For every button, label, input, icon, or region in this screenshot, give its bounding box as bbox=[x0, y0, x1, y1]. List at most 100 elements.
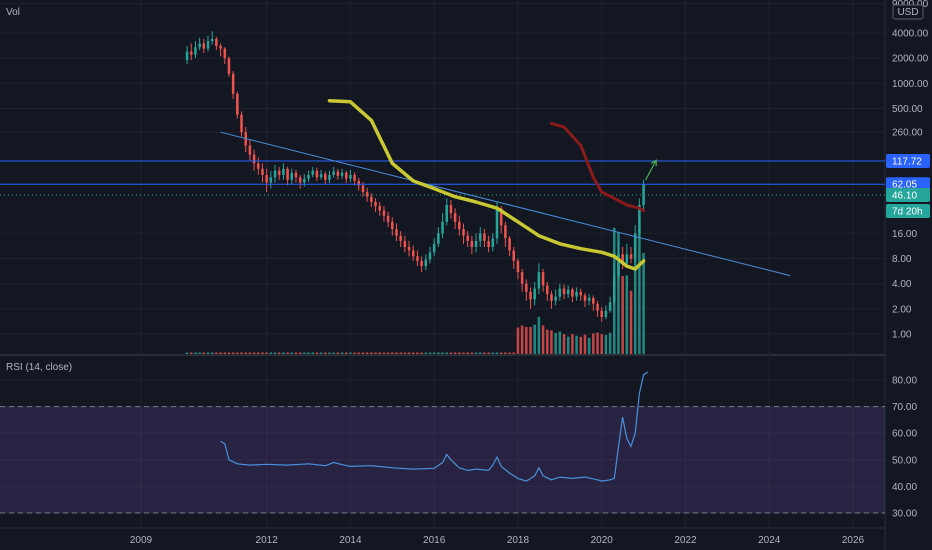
volume-bar bbox=[428, 352, 432, 354]
volume-bar bbox=[575, 335, 578, 354]
candle-body bbox=[462, 229, 465, 236]
currency-badge[interactable]: USD bbox=[892, 4, 924, 20]
candle-body bbox=[411, 250, 415, 257]
projection-arrow[interactable] bbox=[645, 159, 657, 181]
candle bbox=[491, 233, 495, 252]
volume-bar bbox=[319, 352, 323, 354]
candle-body bbox=[533, 288, 536, 300]
candle bbox=[520, 268, 524, 292]
candle-body bbox=[537, 272, 541, 289]
candle bbox=[252, 149, 256, 171]
candle bbox=[583, 292, 587, 308]
volume-bar bbox=[391, 352, 394, 354]
candle-body bbox=[487, 240, 490, 247]
price-tag-label: 62.05 bbox=[892, 180, 917, 191]
x-tick-label: 2012 bbox=[256, 535, 279, 546]
candle bbox=[353, 172, 356, 186]
volume-bar bbox=[332, 352, 335, 354]
y-tick-label: 4000.00 bbox=[892, 29, 929, 40]
candle bbox=[215, 36, 218, 51]
price-tag-bg bbox=[886, 177, 930, 192]
moving-average-red[interactable] bbox=[549, 122, 646, 213]
volume-bar bbox=[491, 352, 495, 354]
candle bbox=[303, 174, 306, 187]
candle-body bbox=[185, 51, 189, 61]
candle bbox=[261, 163, 264, 183]
rsi-indicator-label[interactable]: RSI (14, close) bbox=[6, 362, 72, 373]
rsi-line bbox=[220, 371, 649, 482]
rsi-tick-label: 70.00 bbox=[892, 402, 917, 413]
candle bbox=[370, 193, 373, 208]
x-tick-label: 2016 bbox=[423, 535, 446, 546]
trendline[interactable] bbox=[220, 131, 791, 277]
candle bbox=[432, 238, 436, 257]
candle-body bbox=[210, 38, 214, 42]
volume-bar bbox=[344, 352, 348, 354]
y-tick-label: 16.00 bbox=[892, 229, 917, 240]
candle bbox=[349, 169, 352, 182]
candle bbox=[600, 307, 603, 322]
candle bbox=[248, 139, 252, 161]
volume-bar bbox=[240, 352, 243, 354]
candle-body bbox=[311, 170, 314, 175]
volume-bar bbox=[441, 352, 444, 354]
candle bbox=[328, 170, 331, 184]
volume-bar bbox=[508, 352, 511, 354]
moving-average-yellow[interactable] bbox=[327, 98, 646, 271]
volume-bar bbox=[273, 352, 277, 354]
candle-body bbox=[587, 297, 591, 301]
candle-body bbox=[546, 285, 549, 295]
volume-bar bbox=[407, 352, 411, 354]
volume-bar bbox=[638, 229, 641, 354]
volume-bar bbox=[541, 325, 545, 354]
volume-bar bbox=[583, 334, 587, 354]
rsi-tick-label: 30.00 bbox=[892, 509, 917, 520]
candle bbox=[269, 170, 273, 189]
volume-bar bbox=[416, 352, 419, 354]
volume-bar bbox=[642, 253, 645, 354]
volume-bar bbox=[374, 352, 377, 354]
volume-indicator-label[interactable]: Vol bbox=[6, 7, 20, 18]
candle-body bbox=[391, 221, 394, 230]
candle-body bbox=[466, 235, 469, 241]
candle bbox=[311, 166, 314, 178]
price-tag: 46.10 bbox=[886, 187, 930, 202]
rsi-line-path[interactable] bbox=[220, 371, 649, 482]
candle-body bbox=[290, 172, 294, 180]
volume-bar bbox=[227, 352, 231, 354]
projection-arrow-head bbox=[650, 159, 657, 167]
volume-bar bbox=[520, 325, 524, 354]
volume-bar bbox=[185, 352, 189, 354]
candle bbox=[470, 235, 474, 255]
candle bbox=[386, 211, 390, 228]
candle-body bbox=[344, 172, 348, 179]
candle-body bbox=[520, 272, 524, 284]
candle-body bbox=[583, 295, 587, 301]
volume-bar bbox=[592, 333, 595, 354]
volume-bar bbox=[265, 352, 268, 354]
y-tick-label: 1.00 bbox=[892, 330, 912, 341]
candle bbox=[529, 287, 532, 309]
candle bbox=[621, 246, 624, 269]
volume-bar bbox=[487, 352, 490, 354]
candle-body bbox=[541, 272, 545, 286]
candle bbox=[382, 206, 386, 222]
volume-bar bbox=[399, 352, 402, 354]
candle-body bbox=[592, 297, 595, 304]
candle bbox=[307, 170, 310, 182]
candle-body bbox=[277, 170, 281, 175]
candle-body bbox=[261, 168, 264, 175]
volume-bar bbox=[571, 334, 574, 354]
candle-body bbox=[231, 73, 235, 94]
candle-body bbox=[194, 47, 197, 55]
volume-bar bbox=[294, 352, 298, 354]
candle bbox=[336, 168, 340, 180]
volume-bar bbox=[466, 352, 469, 354]
volume-bar bbox=[261, 352, 264, 354]
volume-bar bbox=[395, 352, 398, 354]
volume-bar bbox=[231, 352, 235, 354]
candles bbox=[185, 31, 645, 322]
candle bbox=[257, 157, 260, 175]
volume-bar bbox=[587, 337, 591, 354]
